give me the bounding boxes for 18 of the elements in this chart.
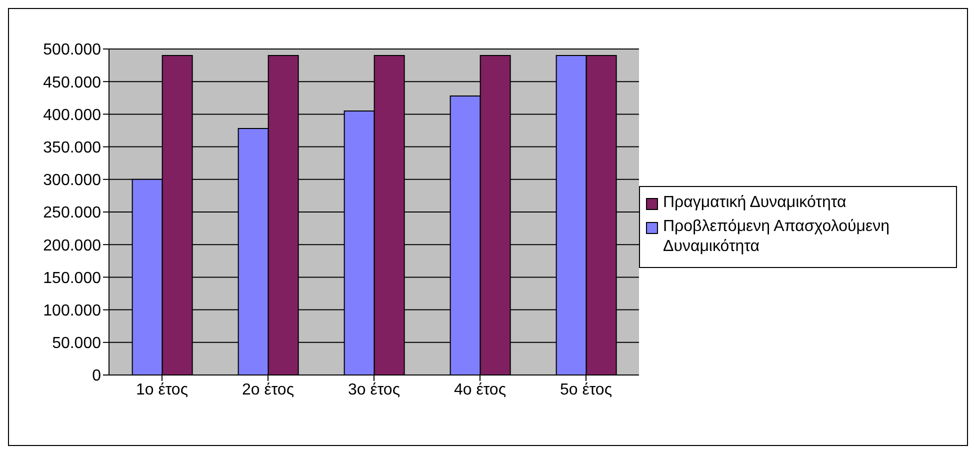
x-tick-label: 4ο έτος <box>454 381 506 398</box>
x-tick-label: 3ο έτος <box>348 381 400 398</box>
legend-label: Προβλεπόμενη Απασχολούμενη Δυναμικότητα <box>663 217 890 257</box>
y-tick-label: 0 <box>92 368 102 385</box>
legend-label: Πραγματική Δυναμικότητα <box>663 193 846 213</box>
x-tick-label: 2ο έτος <box>242 381 294 398</box>
y-tick-label: 200.000 <box>43 237 102 254</box>
y-tick-label: 450.000 <box>43 74 102 92</box>
x-tick-label: 5ο έτος <box>560 381 612 398</box>
y-tick-label: 150.000 <box>43 270 102 287</box>
y-tick-label: 400.000 <box>43 106 102 124</box>
x-tick-label: 1ο έτος <box>136 381 188 398</box>
y-tick-label: 300.000 <box>43 172 102 190</box>
y-tick-label: 50.000 <box>52 335 102 352</box>
y-tick-label: 500.000 <box>43 42 102 59</box>
y-tick-label: 350.000 <box>43 139 102 156</box>
y-tick-label: 250.000 <box>43 204 102 222</box>
y-tick-label: 100.000 <box>43 302 102 320</box>
